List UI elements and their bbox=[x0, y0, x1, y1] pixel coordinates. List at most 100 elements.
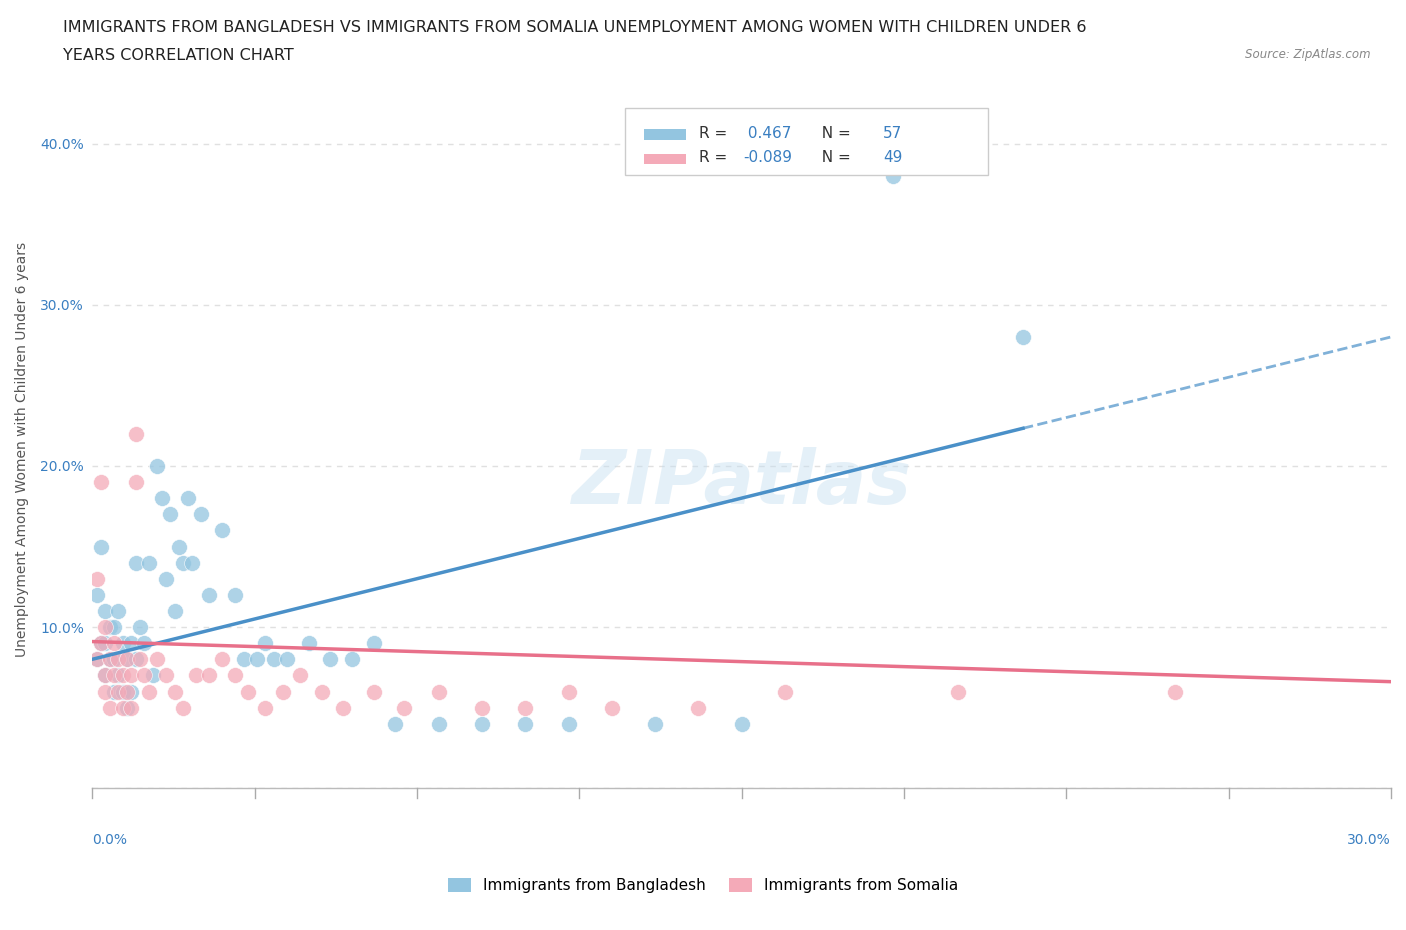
Point bbox=[224, 588, 246, 603]
Point bbox=[163, 604, 186, 618]
Point bbox=[138, 555, 160, 570]
FancyBboxPatch shape bbox=[644, 129, 686, 140]
Point bbox=[471, 716, 494, 731]
Point bbox=[124, 652, 146, 667]
Point bbox=[515, 700, 537, 715]
Point bbox=[246, 652, 269, 667]
Text: N =: N = bbox=[811, 126, 855, 140]
Point bbox=[98, 700, 121, 715]
Text: N =: N = bbox=[811, 150, 855, 165]
Point bbox=[134, 668, 156, 683]
Point bbox=[98, 652, 121, 667]
Point bbox=[276, 652, 298, 667]
Point bbox=[111, 636, 134, 651]
Point bbox=[86, 652, 108, 667]
Point bbox=[111, 700, 134, 715]
Point bbox=[150, 491, 173, 506]
Text: R =: R = bbox=[699, 150, 733, 165]
Point bbox=[730, 716, 752, 731]
Point bbox=[557, 716, 579, 731]
Point bbox=[311, 684, 333, 699]
Point bbox=[94, 636, 117, 651]
Point bbox=[159, 507, 181, 522]
Point bbox=[111, 668, 134, 683]
Point bbox=[86, 652, 108, 667]
Point bbox=[107, 668, 129, 683]
Point bbox=[263, 652, 285, 667]
Point bbox=[103, 668, 125, 683]
Point bbox=[124, 426, 146, 441]
Point bbox=[172, 555, 194, 570]
Point bbox=[107, 684, 129, 699]
Point bbox=[163, 684, 186, 699]
Point bbox=[254, 700, 277, 715]
Point bbox=[98, 652, 121, 667]
Point bbox=[172, 700, 194, 715]
Point bbox=[103, 652, 125, 667]
Point bbox=[103, 636, 125, 651]
Text: 49: 49 bbox=[883, 150, 903, 165]
Point bbox=[124, 474, 146, 489]
Text: 57: 57 bbox=[883, 126, 903, 140]
Text: 0.0%: 0.0% bbox=[93, 833, 128, 847]
Point bbox=[319, 652, 342, 667]
Point bbox=[190, 507, 212, 522]
Point bbox=[94, 604, 117, 618]
Point bbox=[120, 668, 142, 683]
Point bbox=[90, 636, 112, 651]
Point bbox=[1012, 329, 1035, 344]
Point bbox=[146, 652, 169, 667]
Point bbox=[198, 588, 221, 603]
Point bbox=[94, 668, 117, 683]
Point bbox=[94, 668, 117, 683]
Point bbox=[115, 652, 138, 667]
Point bbox=[120, 700, 142, 715]
Point bbox=[124, 555, 146, 570]
Text: Source: ZipAtlas.com: Source: ZipAtlas.com bbox=[1246, 48, 1371, 61]
Text: 30.0%: 30.0% bbox=[1347, 833, 1391, 847]
Text: IMMIGRANTS FROM BANGLADESH VS IMMIGRANTS FROM SOMALIA UNEMPLOYMENT AMONG WOMEN W: IMMIGRANTS FROM BANGLADESH VS IMMIGRANTS… bbox=[63, 20, 1087, 35]
Point bbox=[773, 684, 796, 699]
Point bbox=[155, 668, 177, 683]
Point bbox=[288, 668, 311, 683]
Point bbox=[90, 539, 112, 554]
Point bbox=[392, 700, 415, 715]
FancyBboxPatch shape bbox=[644, 153, 686, 164]
Point bbox=[115, 700, 138, 715]
Point bbox=[427, 716, 450, 731]
Point bbox=[363, 636, 385, 651]
Point bbox=[515, 716, 537, 731]
Text: YEARS CORRELATION CHART: YEARS CORRELATION CHART bbox=[63, 48, 294, 63]
Point bbox=[103, 684, 125, 699]
Point bbox=[298, 636, 321, 651]
Point bbox=[115, 684, 138, 699]
Point bbox=[167, 539, 190, 554]
Point bbox=[90, 636, 112, 651]
Point bbox=[138, 684, 160, 699]
Point bbox=[176, 491, 198, 506]
Point bbox=[271, 684, 294, 699]
Text: 0.467: 0.467 bbox=[742, 126, 792, 140]
Point bbox=[129, 652, 152, 667]
Point bbox=[471, 700, 494, 715]
Point bbox=[111, 684, 134, 699]
FancyBboxPatch shape bbox=[624, 108, 988, 175]
Point bbox=[644, 716, 666, 731]
Point bbox=[107, 652, 129, 667]
Legend: Immigrants from Bangladesh, Immigrants from Somalia: Immigrants from Bangladesh, Immigrants f… bbox=[441, 871, 965, 899]
Point bbox=[427, 684, 450, 699]
Point bbox=[882, 168, 904, 183]
Point bbox=[384, 716, 406, 731]
Point bbox=[90, 474, 112, 489]
Point bbox=[211, 523, 233, 538]
Point bbox=[211, 652, 233, 667]
Point bbox=[107, 604, 129, 618]
Point bbox=[600, 700, 623, 715]
Point bbox=[557, 684, 579, 699]
Text: -0.089: -0.089 bbox=[742, 150, 792, 165]
Point bbox=[86, 588, 108, 603]
Point bbox=[115, 652, 138, 667]
Point bbox=[155, 571, 177, 586]
Point bbox=[134, 636, 156, 651]
Point bbox=[86, 571, 108, 586]
